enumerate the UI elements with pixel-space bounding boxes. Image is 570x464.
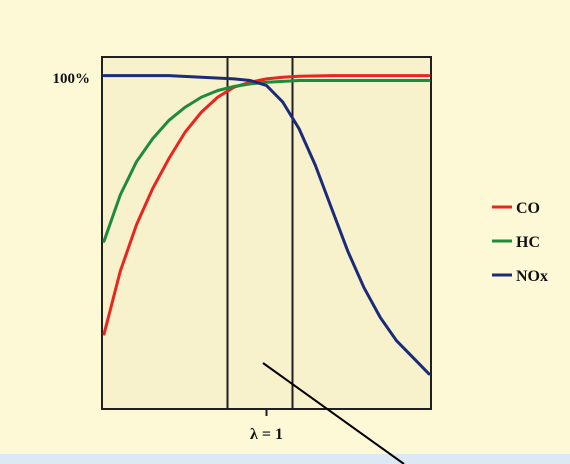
bottom-band [0,454,570,464]
series-line-nox [102,74,431,376]
legend-label-nox: NOx [516,268,548,285]
series-line-hc [102,79,431,243]
legend: CO HC NOx [492,200,548,285]
legend-label-hc: HC [516,234,540,251]
series-layer [102,74,431,376]
legend-label-co: CO [516,200,540,217]
y-tick-label: 100% [53,71,91,87]
x-tick-label: λ = 1 [250,426,283,443]
plot-area [101,56,432,410]
pointer-line [262,362,405,464]
